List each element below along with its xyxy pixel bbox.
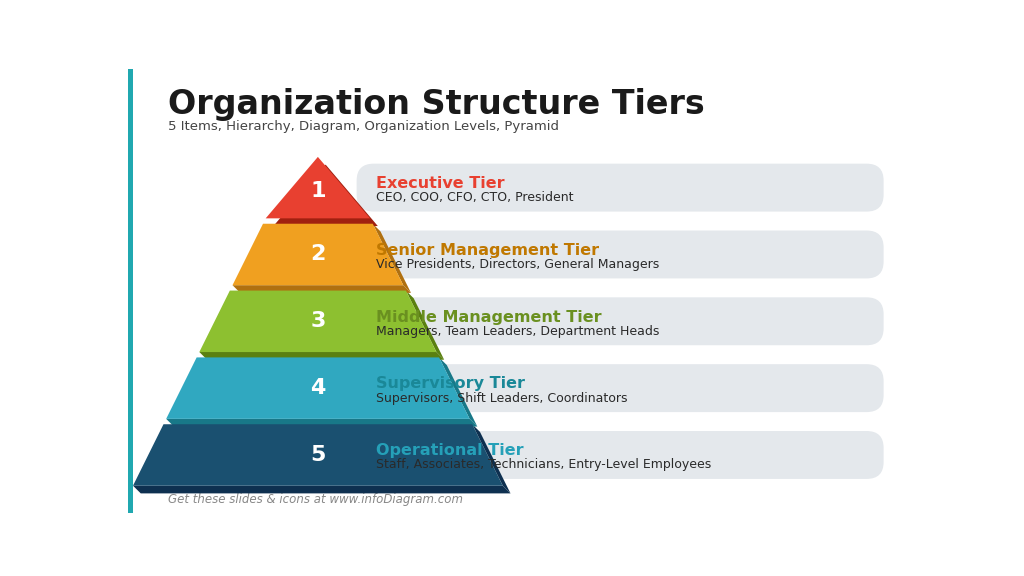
FancyBboxPatch shape	[356, 164, 884, 211]
Polygon shape	[472, 425, 511, 494]
Text: Middle Management Tier: Middle Management Tier	[376, 309, 602, 324]
Bar	[128, 69, 133, 513]
Text: Supervisors, Shift Leaders, Coordinators: Supervisors, Shift Leaders, Coordinators	[376, 392, 628, 405]
Polygon shape	[232, 285, 411, 293]
Polygon shape	[133, 486, 511, 494]
FancyBboxPatch shape	[356, 431, 884, 479]
Text: Senior Management Tier: Senior Management Tier	[376, 242, 599, 257]
Polygon shape	[200, 290, 436, 352]
Polygon shape	[232, 223, 403, 285]
Text: 2: 2	[310, 244, 326, 264]
Polygon shape	[373, 223, 411, 293]
Text: 5: 5	[310, 445, 326, 465]
Text: Staff, Associates, Technicians, Entry-Level Employees: Staff, Associates, Technicians, Entry-Le…	[376, 458, 712, 472]
Text: Managers, Team Leaders, Department Heads: Managers, Team Leaders, Department Heads	[376, 325, 659, 338]
Text: Get these slides & icons at www.infoDiagram.com: Get these slides & icons at www.infoDiag…	[168, 494, 463, 506]
Polygon shape	[406, 290, 444, 360]
Text: 4: 4	[310, 378, 326, 398]
Text: CEO, COO, CFO, CTO, President: CEO, COO, CFO, CTO, President	[376, 191, 573, 204]
Polygon shape	[273, 165, 378, 226]
Text: 3: 3	[310, 311, 326, 331]
Text: Executive Tier: Executive Tier	[376, 176, 505, 191]
Polygon shape	[133, 425, 503, 486]
Text: 1: 1	[310, 181, 326, 200]
Polygon shape	[439, 357, 477, 427]
Polygon shape	[166, 419, 477, 427]
Polygon shape	[265, 157, 370, 218]
Polygon shape	[200, 352, 444, 360]
FancyBboxPatch shape	[356, 297, 884, 345]
FancyBboxPatch shape	[356, 364, 884, 412]
Text: Vice Presidents, Directors, General Managers: Vice Presidents, Directors, General Mana…	[376, 258, 659, 271]
Text: 5 Items, Hierarchy, Diagram, Organization Levels, Pyramid: 5 Items, Hierarchy, Diagram, Organizatio…	[168, 120, 559, 133]
Polygon shape	[166, 357, 470, 419]
Text: Supervisory Tier: Supervisory Tier	[376, 376, 525, 392]
Text: Organization Structure Tiers: Organization Structure Tiers	[168, 88, 706, 120]
FancyBboxPatch shape	[356, 230, 884, 278]
Text: Operational Tier: Operational Tier	[376, 444, 523, 458]
